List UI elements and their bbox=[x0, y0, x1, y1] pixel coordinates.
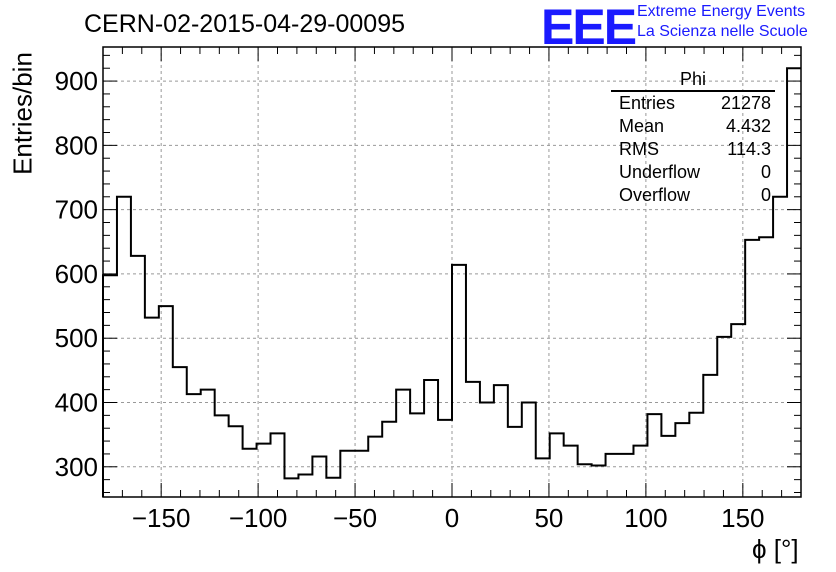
y-axis-label: Entries/bin bbox=[7, 52, 38, 175]
stats-label: Mean bbox=[619, 116, 665, 136]
stats-row-underflow: Underflow 0 bbox=[611, 161, 775, 184]
histogram-bin bbox=[340, 451, 354, 497]
histogram-bin bbox=[494, 385, 508, 497]
histogram-bin bbox=[578, 464, 592, 497]
histogram-bin bbox=[354, 451, 368, 497]
x-tick-label: −150 bbox=[132, 503, 191, 533]
eee-logo: EEE bbox=[541, 0, 637, 55]
histogram-bin bbox=[326, 478, 340, 497]
histogram-bin bbox=[382, 422, 396, 497]
histogram-bin bbox=[606, 454, 620, 497]
histogram-bin bbox=[452, 265, 466, 497]
histogram-bin bbox=[745, 240, 759, 497]
histogram-bin bbox=[410, 413, 424, 497]
stats-row-mean: Mean 4.432 bbox=[611, 115, 775, 138]
histogram-bin bbox=[229, 426, 243, 497]
stats-label: Overflow bbox=[619, 185, 691, 205]
histogram-bin bbox=[717, 337, 731, 497]
histogram-line bbox=[102, 67, 801, 497]
histogram-bin bbox=[522, 403, 536, 498]
histogram-bin bbox=[675, 423, 689, 497]
x-tick-label: 0 bbox=[445, 503, 459, 533]
x-tick-label: −50 bbox=[333, 503, 377, 533]
y-tick-label: 300 bbox=[55, 452, 98, 482]
histogram-bin bbox=[508, 427, 522, 497]
chart-title: CERN-02-2015-04-29-00095 bbox=[84, 10, 406, 38]
stats-value: 4.432 bbox=[725, 116, 771, 136]
histogram-bin bbox=[243, 449, 257, 497]
x-tick-label: 100 bbox=[624, 503, 667, 533]
stats-box: Phi Entries 21278 Mean 4.432 RMS 114.3 Unde… bbox=[611, 68, 775, 207]
histogram-bin bbox=[215, 415, 229, 497]
stats-box-title: Phi bbox=[611, 68, 775, 92]
histogram-bin bbox=[201, 390, 215, 497]
stats-row-rms: RMS 114.3 bbox=[611, 138, 775, 161]
y-tick-label: 800 bbox=[55, 130, 98, 160]
stats-value: 114.3 bbox=[727, 139, 771, 159]
histogram-bin bbox=[550, 433, 564, 497]
histogram-bin bbox=[703, 375, 717, 497]
x-tick-label: 50 bbox=[534, 503, 563, 533]
stats-label: Entries bbox=[619, 93, 676, 113]
histogram-bin bbox=[773, 197, 787, 497]
histogram-bin bbox=[173, 367, 187, 497]
x-tick-label: −100 bbox=[229, 503, 288, 533]
histogram-bin bbox=[647, 414, 661, 497]
histogram-bin bbox=[536, 458, 550, 497]
histogram-bin bbox=[103, 275, 117, 497]
y-tick-label: 400 bbox=[55, 388, 98, 418]
histogram-bin bbox=[661, 436, 675, 497]
stats-row-entries: Entries 21278 bbox=[611, 92, 775, 115]
histogram-bin bbox=[187, 394, 201, 497]
histogram-bin bbox=[298, 475, 312, 498]
histogram-bin bbox=[731, 324, 745, 497]
x-axis-label: ϕ [°] bbox=[752, 534, 799, 564]
y-tick-label: 500 bbox=[55, 323, 98, 353]
histogram-bin bbox=[271, 433, 285, 497]
y-tick-label: 600 bbox=[55, 259, 98, 289]
histogram-bin bbox=[759, 237, 773, 497]
histogram-bin bbox=[312, 457, 326, 498]
histogram-bin bbox=[466, 382, 480, 497]
logo-line-1: Extreme Energy Events bbox=[637, 3, 806, 20]
histogram-bin bbox=[592, 466, 606, 498]
logo-caption: Extreme Energy Events La Scienza nelle S… bbox=[637, 2, 808, 42]
stats-label: RMS bbox=[619, 139, 659, 159]
histogram-bin bbox=[689, 413, 703, 497]
histogram-bin bbox=[564, 446, 578, 497]
histogram-bin bbox=[438, 420, 452, 497]
y-tick-label: 900 bbox=[55, 66, 98, 96]
stats-row-overflow: Overflow 0 bbox=[611, 184, 775, 207]
stats-value: 0 bbox=[760, 162, 771, 182]
histogram-bin bbox=[159, 306, 173, 497]
stats-label: Underflow bbox=[619, 162, 701, 182]
histogram-bin bbox=[368, 437, 382, 497]
y-tick-label: 700 bbox=[55, 195, 98, 225]
logo-line-2: La Scienza nelle Scuole bbox=[637, 23, 808, 40]
histogram-bin bbox=[396, 390, 410, 497]
histogram-bin bbox=[284, 478, 298, 497]
histogram-bin bbox=[480, 403, 494, 498]
histogram-bin bbox=[257, 444, 271, 497]
stats-value: 0 bbox=[760, 185, 771, 205]
stats-value: 21278 bbox=[720, 93, 771, 113]
histogram-bin bbox=[424, 380, 438, 497]
histogram-bin bbox=[145, 318, 159, 497]
x-tick-label: 150 bbox=[721, 503, 764, 533]
histogram-bin bbox=[131, 256, 145, 497]
histogram-bin bbox=[117, 197, 131, 497]
histogram-bin bbox=[633, 446, 647, 497]
